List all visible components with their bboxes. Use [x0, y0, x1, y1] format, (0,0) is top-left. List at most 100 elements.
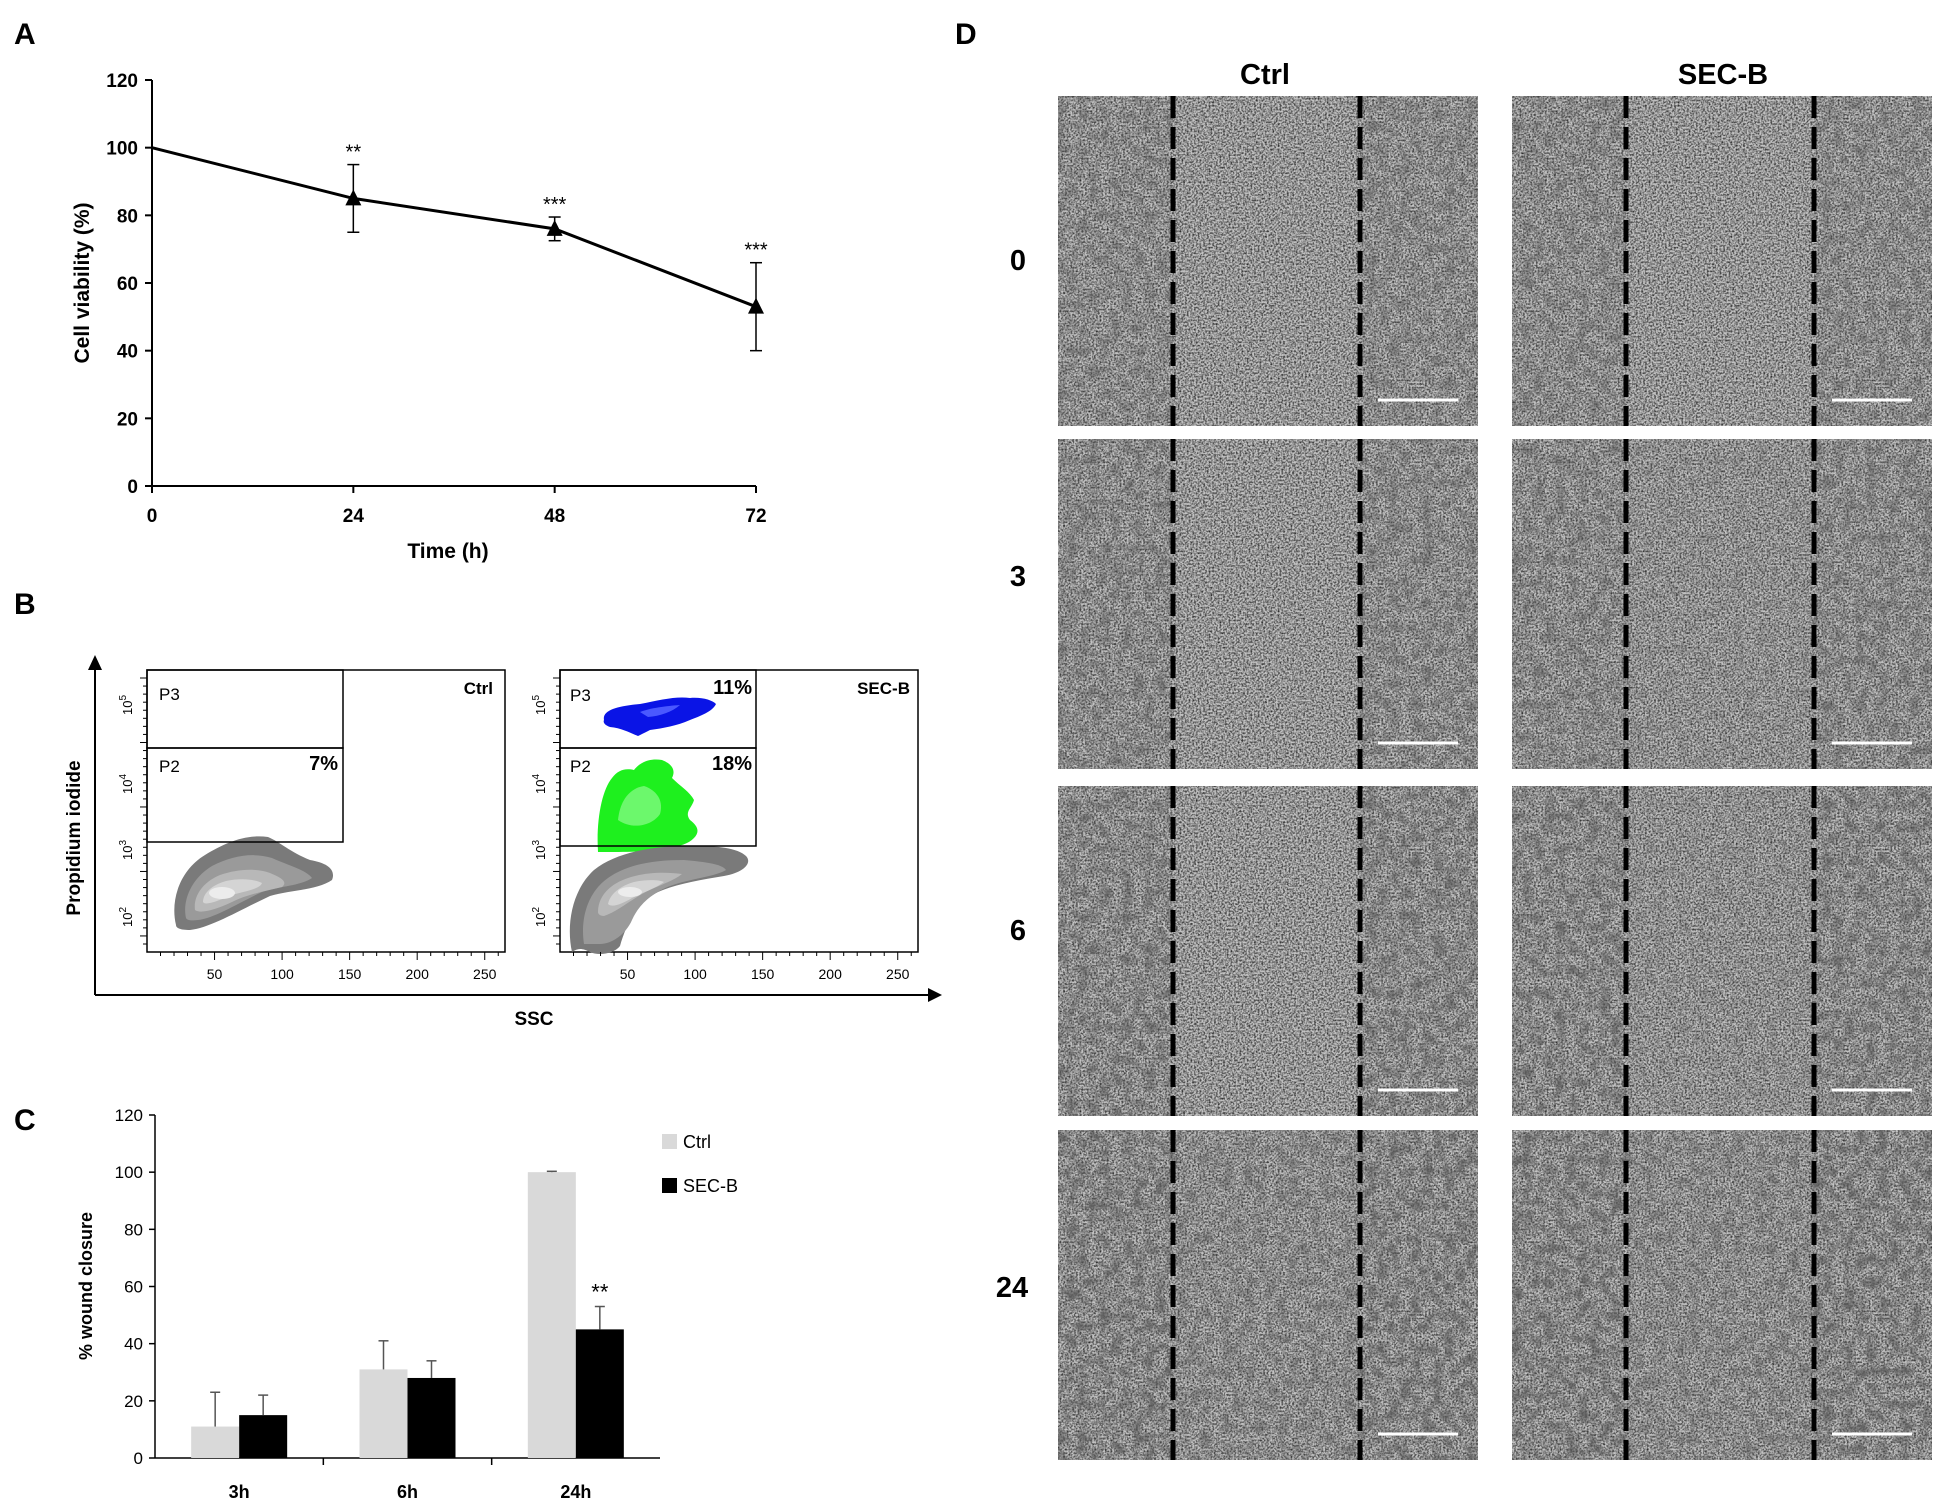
- p2-population-inner: [618, 786, 662, 826]
- a-data-point: [345, 189, 362, 206]
- a-significance-label: ***: [543, 194, 567, 216]
- y-minor-ticks: [553, 677, 560, 945]
- legend-swatch-sec-b: [662, 1178, 677, 1193]
- cell-layer-right: [1814, 1130, 1932, 1460]
- y-decade-10-4: 104: [531, 774, 548, 794]
- x-tick-label: 150: [338, 966, 362, 982]
- p3-population-inner: [640, 705, 680, 717]
- a-x-tick-label: 0: [147, 506, 158, 527]
- density-level-5: [618, 887, 642, 897]
- cell-layer-right: [1814, 786, 1932, 1116]
- x-tick-label: 100: [270, 966, 294, 982]
- wound-closure-bar-chart: 0 20 40 60 80 100 120 3h 6h 24h ** % wound closu…: [76, 1106, 738, 1502]
- migrating-cells: [1626, 439, 1814, 769]
- c-x-tick-label: 24h: [560, 1482, 591, 1502]
- a-data-point: [748, 297, 764, 314]
- micrograph-sec-b-t3: [1512, 439, 1932, 769]
- x-tick-label: 50: [207, 966, 223, 982]
- b-y-axis-label: Propidium iodide: [64, 760, 85, 915]
- a-y-tick-label: 60: [117, 274, 138, 295]
- x-tick-label: 100: [683, 966, 707, 982]
- density-level-2: [583, 860, 726, 944]
- micrograph-sec-b-t24: [1512, 1130, 1932, 1460]
- migrating-cells: [1626, 786, 1814, 1116]
- x-tick-label: 50: [620, 966, 636, 982]
- a-x-tick-label: 24: [343, 506, 365, 527]
- gate-p2-label: P2: [159, 757, 180, 776]
- c-bar-ctrl: [527, 1172, 576, 1458]
- flow-cytometry-panel: Propidium iodide SSC P3 P2 7% Ctrl 105 1…: [64, 655, 942, 1030]
- cell-layer-left: [1512, 786, 1626, 1116]
- row-label-6: 6: [1010, 915, 1026, 947]
- c-legend: Ctrl SEC-B: [662, 1132, 738, 1196]
- a-y-tick-label: 40: [117, 342, 138, 363]
- y-decade-10-3: 103: [531, 840, 548, 860]
- c-y-tick-label: 40: [124, 1335, 143, 1354]
- cell-layer-left: [1512, 439, 1626, 769]
- x-tick-label: 250: [886, 966, 910, 982]
- a-significance-label: ***: [744, 240, 768, 262]
- y-decade-labels: 105 104 103 102: [531, 695, 548, 927]
- x-ticks: 50 100 150 200 250: [160, 952, 499, 982]
- y-decade-10-4: 104: [118, 774, 135, 794]
- c-y-axis-label: % wound closure: [76, 1212, 96, 1360]
- y-decade-10-5: 105: [118, 695, 135, 715]
- cell-layer-left: [1058, 1130, 1173, 1460]
- y-decade-10-2: 102: [531, 907, 548, 927]
- cell-layer-right: [1360, 439, 1478, 769]
- gate-p2-label: P2: [570, 757, 591, 776]
- cell-layer-right: [1814, 439, 1932, 769]
- c-bar-sec-b: [407, 1377, 456, 1458]
- c-y-tick-label: 80: [124, 1220, 143, 1239]
- x-tick-label: 200: [406, 966, 430, 982]
- micrograph-ctrl-t24: [1058, 1130, 1478, 1460]
- row-label-3: 3: [1010, 561, 1026, 593]
- y-decade-labels: 105 104 103 102: [118, 695, 135, 927]
- c-bar-sec-b: [239, 1415, 288, 1458]
- a-data-point: [546, 219, 563, 236]
- cell-layer-left: [1058, 786, 1173, 1116]
- c-y-tick-label: 60: [124, 1278, 143, 1297]
- c-x-tick-label: 6h: [397, 1482, 418, 1502]
- gate-p3-percent: 11%: [713, 677, 752, 699]
- panel-label-a: A: [14, 18, 36, 51]
- plot-frame: [146, 669, 506, 953]
- cell-layer-left: [1512, 1130, 1626, 1460]
- a-x-tick-label: 72: [745, 506, 766, 527]
- c-y-tick-label: 0: [134, 1449, 143, 1468]
- c-bar-sec-b: [575, 1329, 624, 1458]
- flow-plot-sec-b: P3 11% P2 18% SEC-B 105 104 103 102 50 10…: [531, 669, 919, 982]
- density-level-5: [209, 887, 235, 899]
- micrograph-ctrl-t0: [1058, 96, 1478, 426]
- cell-layer-left: [1058, 96, 1173, 426]
- b-y-arrowhead: [88, 655, 102, 670]
- legend-swatch-ctrl: [662, 1134, 677, 1149]
- gate-p3-label: P3: [570, 686, 591, 705]
- c-bar-ctrl: [191, 1426, 240, 1458]
- gate-p2: [559, 747, 757, 847]
- a-significance-label: **: [346, 142, 362, 164]
- c-significance-label: **: [591, 1280, 609, 1305]
- y-decade-10-3: 103: [118, 840, 135, 860]
- panel-label-b: B: [14, 588, 36, 621]
- density-cloud: [569, 845, 749, 954]
- plot-title: SEC-B: [857, 679, 910, 698]
- p3-population-blob: [603, 697, 716, 736]
- b-x-arrowhead: [928, 988, 942, 1002]
- legend-label-sec-b: SEC-B: [683, 1176, 738, 1196]
- a-x-tick-label: 48: [544, 506, 565, 527]
- density-cloud: [174, 836, 334, 930]
- gate-p2: [146, 747, 344, 843]
- micrograph-sec-b-t0: [1512, 96, 1932, 426]
- row-label-0: 0: [1010, 245, 1026, 277]
- cell-layer-right: [1360, 96, 1478, 426]
- x-tick-label: 200: [819, 966, 843, 982]
- b-x-axis-label: SSC: [514, 1009, 553, 1030]
- row-label-24: 24: [996, 1272, 1028, 1304]
- panel-label-d: D: [955, 18, 977, 51]
- micrograph-ctrl-t6: [1058, 786, 1478, 1116]
- a-y-tick-label: 20: [117, 409, 138, 430]
- a-series-line: [151, 146, 757, 309]
